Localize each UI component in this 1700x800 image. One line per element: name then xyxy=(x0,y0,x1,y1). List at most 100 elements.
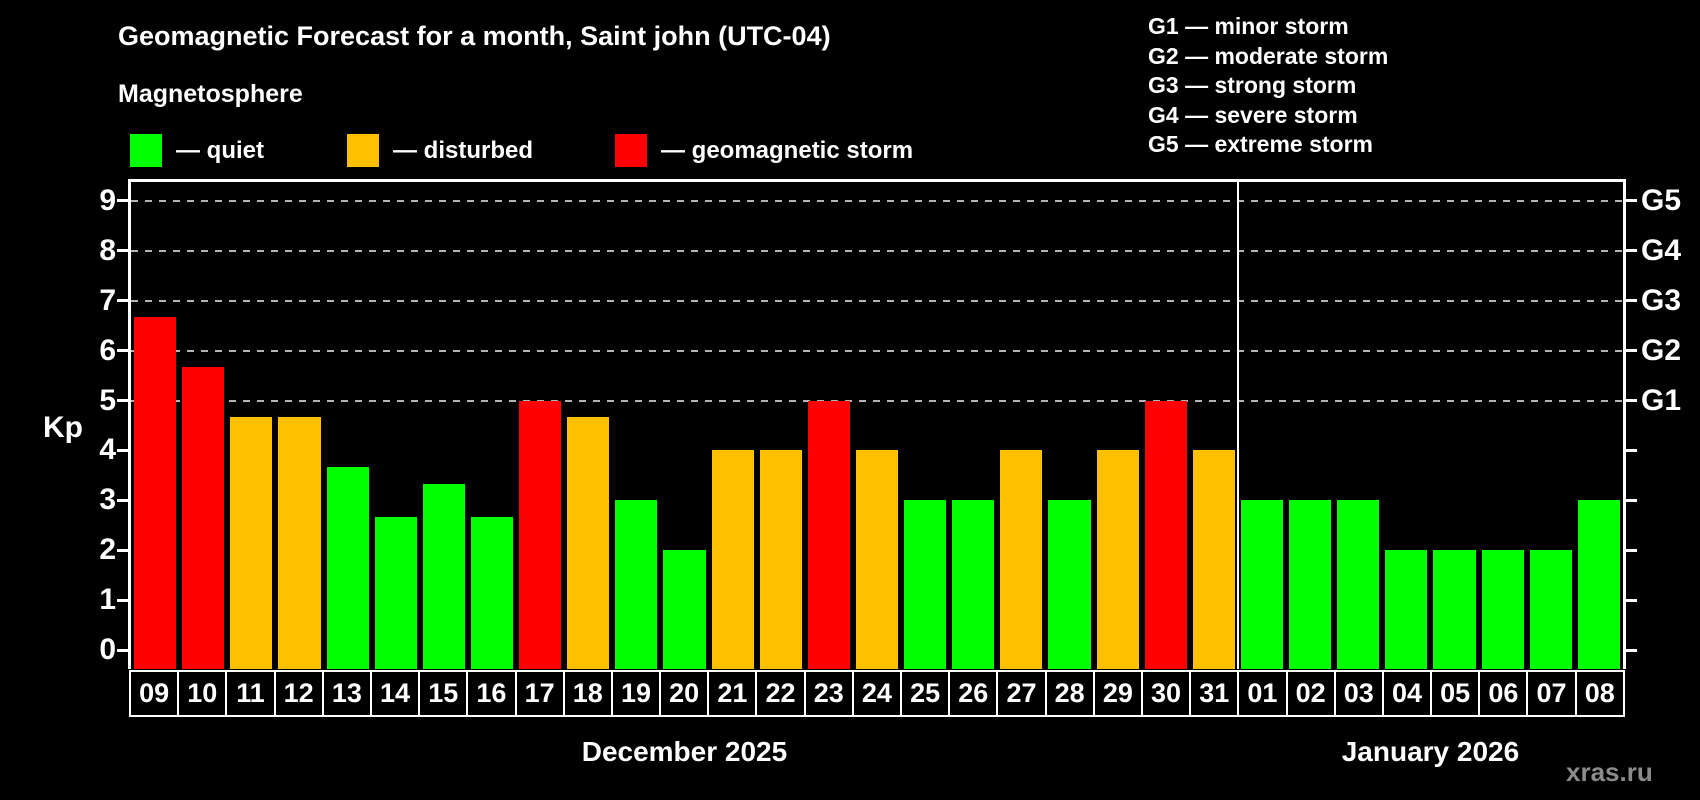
magnetosphere-heading: Magnetosphere xyxy=(118,80,303,108)
y-axis-tick xyxy=(117,548,129,552)
kp-bar xyxy=(1144,400,1187,669)
kp-bar xyxy=(711,450,754,669)
right-axis-tick xyxy=(1625,399,1637,403)
y-axis-tick xyxy=(117,498,129,502)
day-label: 02 xyxy=(1288,672,1336,715)
y-axis-line xyxy=(128,182,131,669)
y-tick-label: 2 xyxy=(99,533,116,567)
kp-bar xyxy=(1192,450,1235,669)
day-label: 25 xyxy=(902,672,951,715)
gridline-kp6 xyxy=(131,349,1623,352)
day-label: 14 xyxy=(372,672,421,715)
right-axis-tick xyxy=(1625,249,1637,253)
kp-bar xyxy=(1289,500,1332,669)
kp-bar xyxy=(470,516,514,669)
g-scale-label: G2 xyxy=(1641,333,1682,367)
day-label: 10 xyxy=(179,672,228,715)
storm-scale-g5: G5 — extreme storm xyxy=(1148,131,1373,158)
y-tick-label: 9 xyxy=(99,183,116,217)
day-label: 29 xyxy=(1095,672,1143,715)
kp-bar xyxy=(1385,550,1428,669)
kp-bar xyxy=(1000,450,1043,669)
day-label: 13 xyxy=(324,672,372,715)
g-scale-label: G1 xyxy=(1641,383,1682,417)
gridline-kp9 xyxy=(131,199,1623,202)
day-label: 19 xyxy=(613,672,662,715)
kp-bar xyxy=(1096,450,1139,669)
storm-scale-g3: G3 — strong storm xyxy=(1148,72,1357,99)
month-label-december: December 2025 xyxy=(581,736,788,767)
day-label: 04 xyxy=(1384,672,1433,715)
kp-bar xyxy=(1240,500,1284,669)
day-label: 07 xyxy=(1528,672,1577,715)
day-label: 01 xyxy=(1239,672,1288,715)
y-axis-tick xyxy=(117,299,129,303)
legend-item-disturbed: — disturbed xyxy=(347,134,533,167)
gridline-kp8 xyxy=(131,249,1623,252)
y-tick-label: 6 xyxy=(99,333,116,367)
day-label: 24 xyxy=(854,672,902,715)
day-label: 20 xyxy=(661,672,710,715)
kp-bar xyxy=(374,516,417,669)
kp-bar xyxy=(615,500,658,669)
day-label: 23 xyxy=(806,672,854,715)
day-label: 28 xyxy=(1047,672,1095,715)
y-axis-tick xyxy=(117,349,129,353)
y-axis-tick xyxy=(117,598,129,602)
y-axis-tick xyxy=(117,199,129,203)
right-axis-tick xyxy=(1625,448,1637,452)
right-axis-tick xyxy=(1625,648,1637,652)
kp-bar xyxy=(1481,550,1524,669)
plot-top-border xyxy=(128,179,1626,182)
y-tick-label: 7 xyxy=(99,283,116,317)
kp-bar xyxy=(1337,500,1380,669)
y-axis-title: Kp xyxy=(43,411,83,444)
storm-scale-g4: G4 — severe storm xyxy=(1148,101,1358,128)
kp-bar xyxy=(759,450,802,669)
kp-bar xyxy=(326,466,369,669)
day-label: 30 xyxy=(1143,672,1192,715)
disturbed-color-swatch xyxy=(347,134,379,167)
right-axis-line xyxy=(1623,182,1626,669)
storm-scale-legend: G1 — minor storm G2 — moderate storm G3 … xyxy=(1148,12,1388,160)
storm-scale-g2: G2 — moderate storm xyxy=(1148,42,1389,69)
g-scale-label: G5 xyxy=(1641,183,1682,217)
day-label: 11 xyxy=(227,672,276,715)
right-axis-tick xyxy=(1625,299,1637,303)
legend-label-quiet: — quiet xyxy=(176,136,264,164)
day-label: 08 xyxy=(1584,678,1615,708)
y-axis-tick xyxy=(117,249,129,253)
kp-bar xyxy=(230,417,273,669)
g-scale-label: G4 xyxy=(1641,233,1682,267)
g-scale-label: G3 xyxy=(1641,283,1682,317)
day-label: 15 xyxy=(420,672,469,715)
right-axis-tick xyxy=(1625,598,1637,602)
kp-bar xyxy=(1433,550,1476,669)
y-axis-tick xyxy=(117,399,129,403)
gridline-kp5 xyxy=(131,399,1623,402)
storm-color-swatch xyxy=(615,134,647,167)
y-axis-tick xyxy=(117,648,129,652)
day-label: 05 xyxy=(1432,672,1481,715)
legend-item-storm: — geomagnetic storm xyxy=(615,134,913,167)
legend-item-quiet: — quiet xyxy=(130,134,264,167)
y-tick-label: 1 xyxy=(99,583,116,617)
storm-scale-g1: G1 — minor storm xyxy=(1148,13,1349,39)
kp-bar xyxy=(855,450,899,669)
right-axis-tick xyxy=(1625,199,1637,203)
legend-label-storm: — geomagnetic storm xyxy=(661,136,914,164)
kp-bar xyxy=(278,417,321,669)
legend-label-disturbed: — disturbed xyxy=(393,136,534,164)
month-label-january: January 2026 xyxy=(1341,736,1520,767)
kp-bar xyxy=(134,317,177,669)
kp-bar xyxy=(1577,500,1620,669)
kp-bar xyxy=(807,400,850,669)
gridline-kp7 xyxy=(131,299,1623,302)
chart-title: Geomagnetic Forecast for a month, Saint … xyxy=(118,21,831,51)
day-label: 26 xyxy=(950,672,999,715)
kp-bar xyxy=(567,417,610,669)
y-tick-label: 4 xyxy=(99,433,116,467)
kp-bar xyxy=(1048,500,1091,669)
y-tick-label: 3 xyxy=(99,483,116,517)
